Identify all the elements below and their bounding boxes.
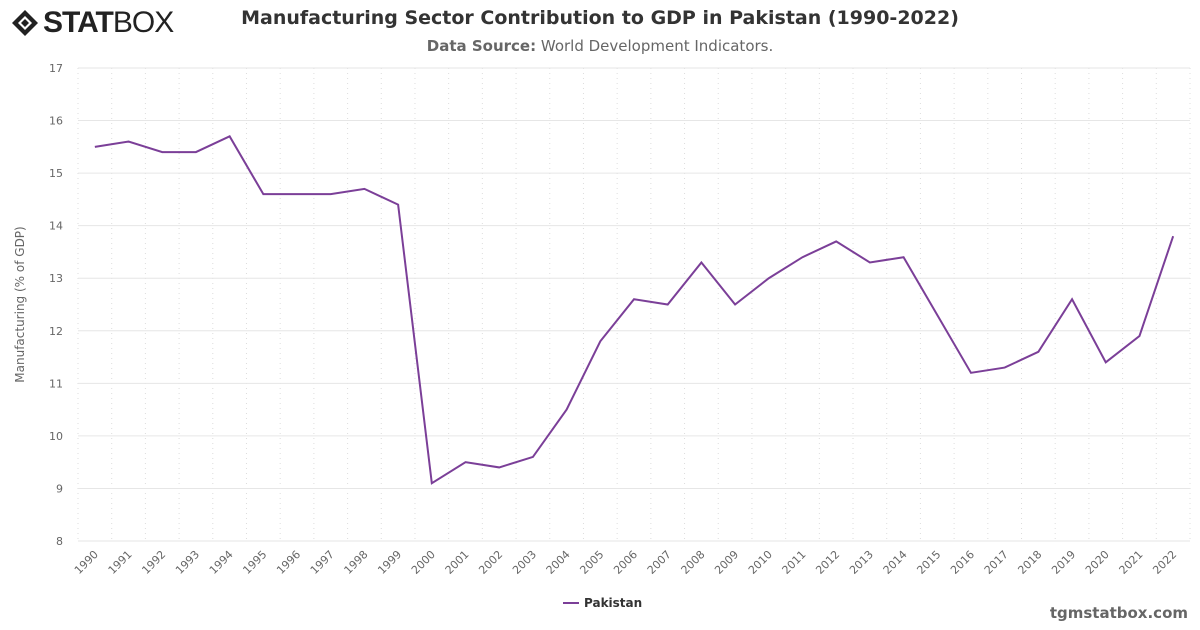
y-tick-label: 12 [49,325,63,338]
data-point [1003,366,1007,370]
data-point [935,313,939,317]
data-point [464,460,468,464]
x-tick-label: 2021 [1117,548,1146,577]
x-tick-label: 2003 [510,548,539,577]
data-point [430,481,434,485]
y-tick-label: 17 [49,62,63,75]
data-point [699,260,703,264]
data-point [666,303,670,307]
y-tick-label: 9 [56,482,63,495]
x-tick-label: 1998 [342,548,371,577]
x-tick-label: 1999 [375,548,404,577]
x-tick-label: 2014 [881,548,910,577]
logo-text-light: BOX [112,6,174,39]
x-tick-label: 2006 [611,548,640,577]
y-tick-label: 8 [56,535,63,548]
data-point [1070,297,1074,301]
x-tick-label: 2011 [780,548,809,577]
x-tick-label: 2020 [1083,548,1112,577]
x-tick-label: 2001 [443,548,472,577]
y-axis-title: Manufacturing (% of GDP) [13,226,27,382]
data-point [531,455,535,459]
logo-text-bold: STAT [43,6,114,39]
x-tick-label: 2016 [948,548,977,577]
legend-item-pakistan[interactable]: Pakistan [584,596,642,610]
y-tick-label: 13 [49,272,63,285]
x-tick-label: 2015 [914,548,943,577]
data-point [632,297,636,301]
data-point [1137,334,1141,338]
credit-text[interactable]: tgmstatbox.com [1049,604,1188,622]
x-tick-label: 2013 [847,548,876,577]
data-point [160,150,164,154]
y-tick-label: 10 [49,430,63,443]
diamond-logo-icon [12,10,38,36]
data-point [497,465,501,469]
x-tick-label: 2019 [1049,548,1078,577]
y-tick-label: 11 [49,377,63,390]
data-point [902,255,906,259]
x-tick-label: 2018 [1015,548,1044,577]
statbox-logo: STAT BOX [10,6,174,40]
x-tick-label: 1996 [274,548,303,577]
x-tick-label: 2008 [679,548,708,577]
data-point [396,203,400,207]
data-point [329,192,333,196]
data-point [834,239,838,243]
x-tick-label: 2000 [409,548,438,577]
data-point [800,255,804,259]
data-point [261,192,265,196]
data-point [1104,360,1108,364]
source-label: Data Source: [426,37,537,55]
x-tick-label: 1990 [72,548,101,577]
x-tick-label: 2012 [813,548,842,577]
x-tick-label: 1995 [240,548,269,577]
y-tick-label: 14 [49,220,63,233]
y-tick-label: 16 [49,115,63,128]
source-value: World Development Indicators. [540,37,774,55]
data-point [565,408,569,412]
data-point [228,134,232,138]
x-tick-label: 2010 [746,548,775,577]
data-point [1036,350,1040,354]
x-tick-label: 1991 [106,548,135,577]
data-point [767,276,771,280]
chart-subtitle: Data Source: World Development Indicator… [0,37,1200,55]
x-tick-label: 2017 [982,548,1011,577]
x-tick-label: 2022 [1150,548,1179,577]
x-tick-label: 1997 [308,548,337,577]
x-tick-label: 1994 [207,548,236,577]
x-tick-label: 1993 [173,548,202,577]
data-point [295,192,299,196]
data-point [194,150,198,154]
y-tick-label: 15 [49,167,63,180]
data-point [127,140,131,144]
data-point [1171,234,1175,238]
data-point [733,303,737,307]
x-tick-label: 2002 [476,548,505,577]
data-point [969,371,973,375]
x-tick-label: 2005 [577,548,606,577]
data-point [362,187,366,191]
data-point [93,145,97,149]
series-line-pakistan [94,135,1175,485]
x-tick-label: 2004 [544,548,573,577]
x-tick-label: 1992 [139,548,168,577]
chart-title: Manufacturing Sector Contribution to GDP… [241,7,959,29]
x-tick-label: 2007 [645,548,674,577]
data-point [868,260,872,264]
x-tick-label: 2009 [712,548,741,577]
data-point [598,339,602,343]
